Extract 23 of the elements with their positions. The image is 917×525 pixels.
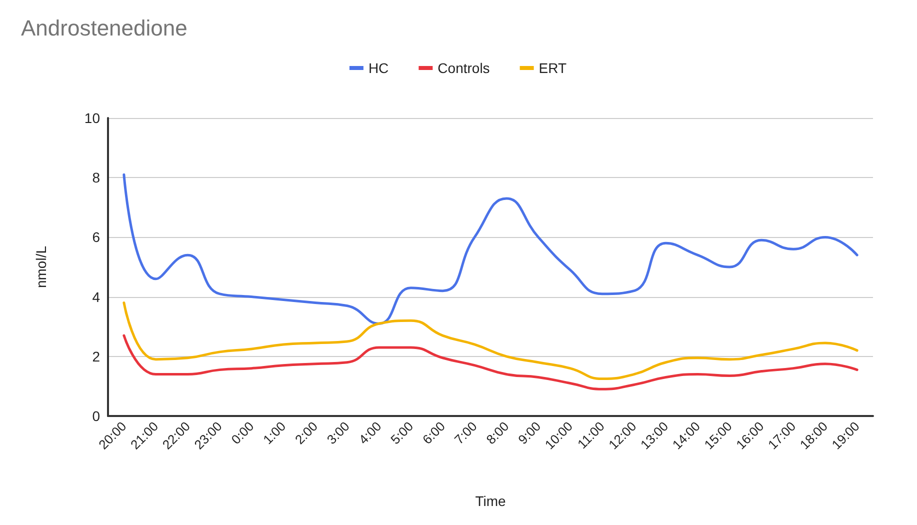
legend-label: Controls: [438, 60, 490, 76]
x-tick-label: 3:00: [324, 418, 352, 448]
x-tick-label: 9:00: [515, 418, 544, 448]
x-tick-label: 7:00: [451, 418, 480, 448]
x-tick-label: 4:00: [356, 418, 384, 448]
x-tick-label: 0:00: [228, 418, 257, 448]
legend-label: HC: [368, 60, 389, 76]
y-tick-label: 8: [92, 170, 100, 186]
line-series: [122, 334, 858, 390]
x-tick-label: 8:00: [483, 418, 512, 448]
x-tick-label: 6:00: [420, 418, 448, 448]
legend-label: ERT: [538, 60, 567, 76]
line-series: [122, 302, 858, 380]
line-series: [122, 173, 858, 325]
x-axis-title: Time: [475, 493, 506, 509]
y-axis-title: nmol/L: [33, 246, 49, 288]
y-tick-label: 10: [84, 110, 100, 126]
y-tick-label: 4: [92, 288, 100, 305]
x-tick-label: 5:00: [388, 418, 416, 448]
y-tick-label: 6: [92, 229, 100, 246]
y-tick-label: 2: [92, 348, 100, 364]
y-tick-label: 0: [92, 408, 100, 424]
chart-title: Androstenedione: [21, 16, 188, 40]
